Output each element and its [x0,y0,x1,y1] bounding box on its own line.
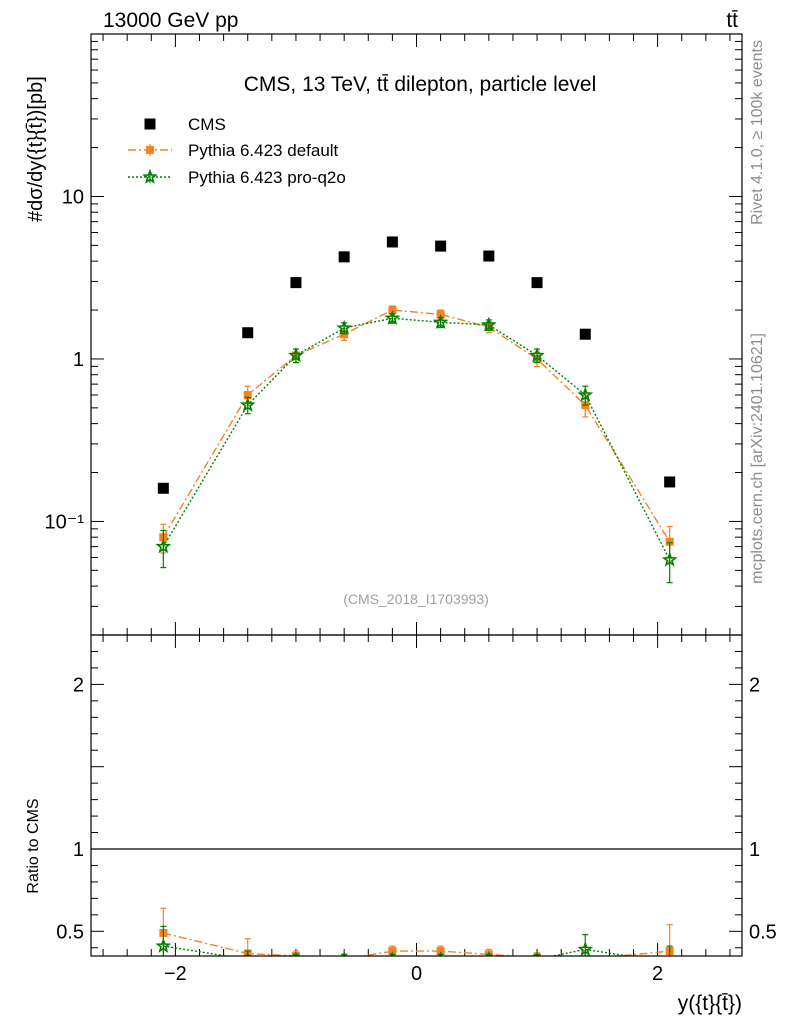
series-cms [157,236,676,494]
legend-item: Pythia 6.423 default [128,141,339,160]
series-pythia-6-423-pro-q2o [155,309,678,584]
data-point [338,251,350,263]
data-point [384,309,401,325]
header-left: 13000 GeV pp [103,9,238,32]
ratio-y-tick-label-right: 2 [749,674,760,696]
main-y-tick-label: 10⁻¹ [45,511,85,533]
data-point [531,277,543,289]
main-data [155,236,678,584]
ratio-y-tick-label: 1 [73,839,84,861]
x-tick-label: −2 [164,963,187,985]
data-point [529,347,545,363]
ratio-point [155,937,172,953]
main-y-tick-label: 10 [62,186,84,208]
ratio-plot: 0.5 0.5 1 1 2 2 −2 0 2 [56,634,777,985]
main-y-axis-label: #dσ/dy({t}{t̄})[pb] [25,76,47,222]
ratio-y-tick-label: 2 [73,674,84,696]
legend-label: CMS [188,115,226,134]
data-point [386,236,398,248]
data-point [155,538,172,554]
mcplots-label: mcplots.cern.ch [arXiv:2401.10621] [749,333,766,584]
ratio-y-tick-label-right: 1 [749,839,760,861]
data-point [239,396,256,412]
main-plot: 10⁻¹ 1 10 [45,33,743,636]
data-point [665,537,674,546]
series-pythia-6-423-default [159,305,674,562]
data-point [290,277,302,289]
data-point [483,250,495,262]
ratio-y-tick-label: 0.5 [56,921,84,943]
data-point [288,347,304,363]
legend-item: Pythia 6.423 pro-q2o [128,168,346,187]
data-point [480,316,497,332]
ratio-frame [90,634,743,957]
x-tick-label: 0 [411,963,422,985]
legend-marker [142,168,158,184]
legend-label: Pythia 6.423 pro-q2o [188,168,346,187]
data-point [579,328,591,340]
data-point [664,476,676,488]
main-axes: 10⁻¹ 1 10 [45,34,742,636]
data-point [435,240,447,252]
watermark: (CMS_2018_I1703993) [343,591,489,607]
data-point [157,482,169,494]
ratio-point [577,941,594,956]
series-line [162,317,671,561]
x-tick-label: 2 [652,963,663,985]
legend-marker [144,118,156,130]
data-point [336,319,353,335]
series-line [162,309,671,543]
data-point [243,391,252,400]
main-y-axis-label-text: #dσ/dy({t}{t̄})[pb] [25,76,47,222]
ratio-point [342,951,347,956]
x-axis-label: y({t}{t̄}) [678,992,742,1015]
legend-label: Pythia 6.423 default [188,141,339,160]
data-point [432,314,449,330]
ratio-point [669,954,671,956]
rivet-label: Rivet 4.1.0, ≥ 100k events [749,40,766,225]
data-point [661,551,678,567]
legend-item: CMS [144,115,226,134]
ratio-y-axis-label: Ratio to CMS [25,798,42,893]
legend: CMS Pythia 6.423 default Pythia 6.423 pro-… [128,115,346,187]
data-point [242,327,254,339]
ratio-line [163,932,670,956]
legend-marker [146,146,154,154]
data-point [577,386,594,402]
header-right: tt̄ [726,9,738,32]
main-title: CMS, 13 TeV, tt̄ dilepton, particle leve… [244,73,597,96]
main-y-tick-label: 1 [73,349,84,371]
ratio-y-tick-label-right: 0.5 [749,921,777,943]
